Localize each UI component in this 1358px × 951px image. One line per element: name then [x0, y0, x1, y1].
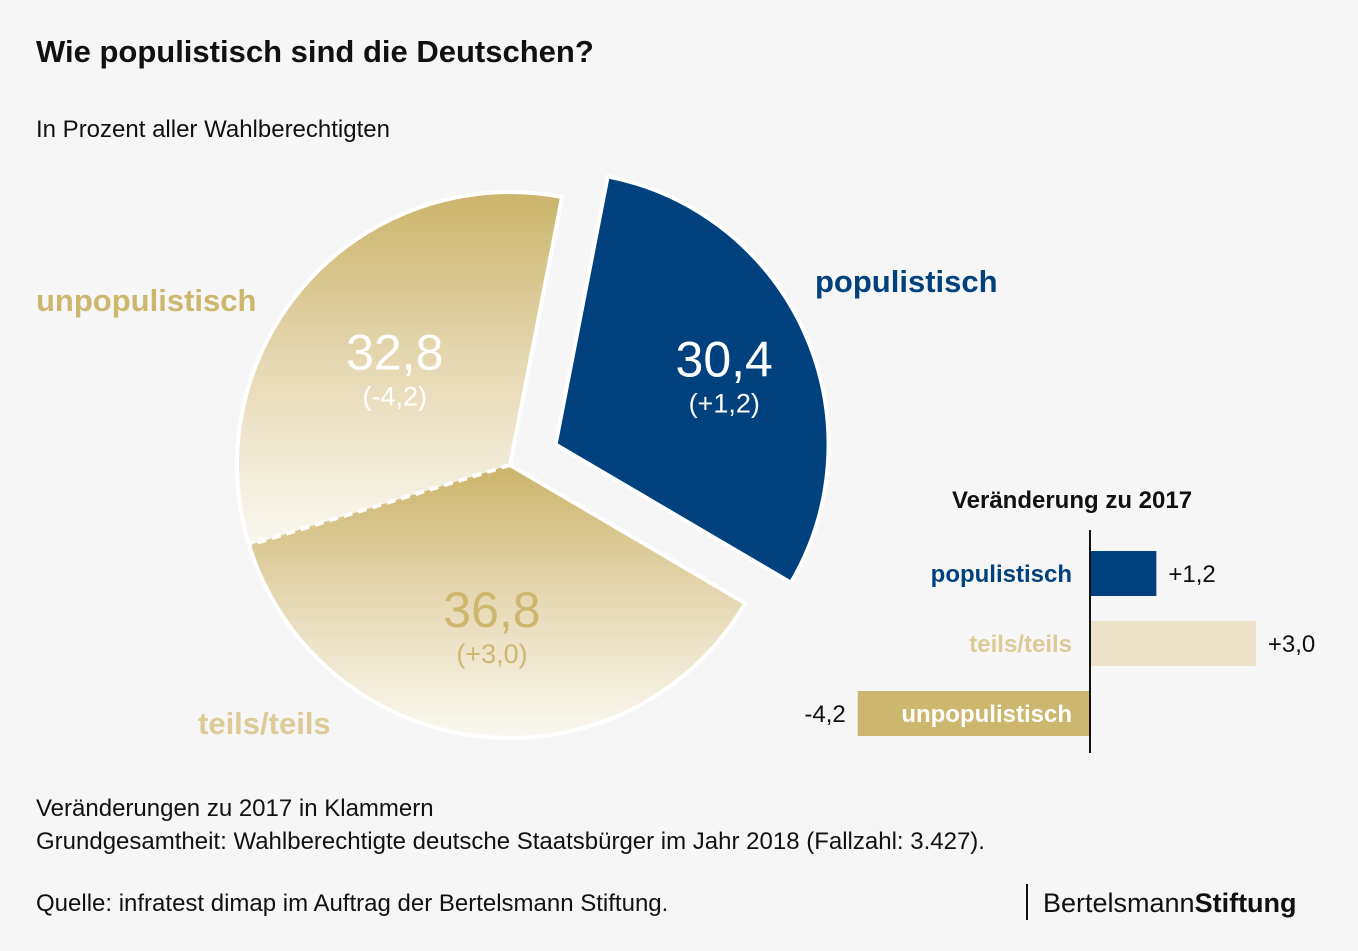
pie-value-populistisch: 30,4 — [676, 331, 773, 387]
bar-chart: Veränderung zu 2017 populistisch +1,2 teils… — [804, 487, 1315, 753]
chart-subtitle: In Prozent aller Wahlberechtigten — [36, 116, 390, 143]
pie-chart: 30,4(+1,2) 36,8(+3,0) 32,8(-4,2) — [235, 174, 831, 740]
pie-value-unpopulistisch: 32,8 — [346, 324, 443, 380]
bar-value-populistisch: +1,2 — [1168, 561, 1215, 588]
pie-value-teils-teils: 36,8 — [443, 582, 540, 638]
bertelsmann-logo: BertelsmannStiftung — [1026, 884, 1297, 920]
pie-change-unpopulistisch: (-4,2) — [362, 381, 427, 411]
pie-divider-dashed — [248, 463, 511, 548]
bar-value-unpopulistisch: -4,2 — [804, 701, 845, 728]
pie-change-teils-teils: (+3,0) — [456, 639, 527, 669]
footnote-population: Grundgesamtheit: Wahlberechtigte deutsch… — [36, 828, 985, 855]
pie-outline — [235, 190, 748, 740]
bar-value-teils-teils: +3,0 — [1268, 631, 1315, 658]
pie-change-populistisch: (+1,2) — [689, 388, 760, 418]
legend-label-populistisch: populistisch — [815, 264, 998, 299]
bar-teils-teils — [1090, 621, 1256, 666]
logo-part2: Stiftung — [1194, 888, 1297, 918]
logo-part1: Bertelsmann — [1043, 888, 1195, 918]
bar-category-teils-teils: teils/teils — [969, 631, 1072, 658]
pie-slice-unpopulistisch — [236, 192, 563, 546]
chart-title: Wie populistisch sind die Deutschen? — [36, 34, 594, 69]
legend-label-unpopulistisch: unpopulistisch — [36, 283, 257, 318]
bar-chart-title: Veränderung zu 2017 — [952, 487, 1192, 514]
legend-label-teils: teils/teils — [198, 706, 331, 741]
bar-category-populistisch: populistisch — [931, 561, 1072, 588]
footnotes: Veränderungen zu 2017 in Klammern Grundg… — [36, 792, 985, 858]
bar-category-unpopulistisch: unpopulistisch — [901, 701, 1072, 728]
source-note: Quelle: infratest dimap im Auftrag der B… — [36, 890, 669, 917]
pie-slice-teils-teils — [249, 465, 746, 739]
pie-slice-populistisch — [553, 174, 831, 585]
footnote-change: Veränderungen zu 2017 in Klammern — [36, 795, 434, 822]
bar-populistisch — [1090, 551, 1157, 596]
bar-unpopulistisch — [857, 691, 1090, 736]
